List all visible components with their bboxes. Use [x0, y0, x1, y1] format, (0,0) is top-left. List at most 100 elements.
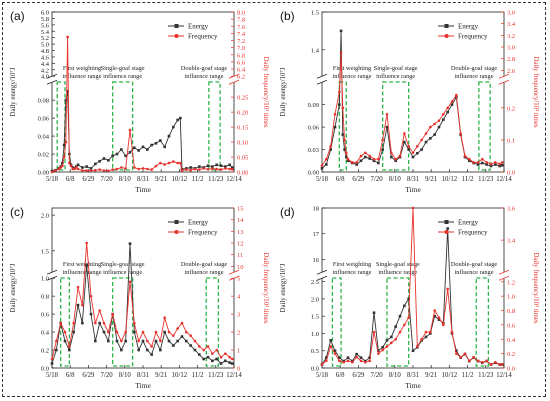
left-tick-label: 0.09	[308, 102, 319, 109]
axis-break-mark	[228, 269, 240, 275]
frequency-point	[442, 323, 445, 327]
frequency-point	[219, 168, 223, 171]
right-tick-label: 0.00	[237, 170, 248, 177]
annotation-label: Double-goaf stage	[451, 65, 498, 72]
energy-point	[381, 148, 384, 151]
frequency-point	[339, 51, 343, 55]
panel-label: (c)	[10, 205, 24, 219]
frequency-point	[329, 345, 332, 348]
frequency-point	[176, 161, 179, 165]
x-tick-label: 8/31	[407, 176, 419, 183]
right-tick-label: 0.05	[237, 155, 248, 162]
frequency-point	[167, 161, 171, 165]
x-tick-label: 11/23	[208, 372, 224, 379]
frequency-point	[102, 169, 106, 172]
series-line-frequency	[51, 36, 233, 173]
frequency-point	[320, 363, 324, 366]
energy-point	[390, 155, 393, 159]
right-tick-label: 3.4	[507, 21, 516, 28]
energy-point	[193, 348, 197, 352]
energy-point	[107, 339, 110, 343]
frequency-point	[463, 352, 467, 355]
energy-point	[403, 304, 406, 308]
energy-point	[202, 357, 205, 361]
frequency-point	[385, 112, 389, 116]
frequency-point	[403, 323, 406, 327]
energy-point	[446, 227, 449, 230]
frequency-point	[472, 161, 475, 164]
left-tick-label: 0.04	[38, 134, 50, 141]
annotation-label: Single-goaf stage	[101, 65, 145, 72]
left-tick-label: 5.4	[41, 29, 50, 36]
right-tick-label: 2.6	[507, 68, 516, 75]
frequency-point	[206, 345, 210, 348]
right-tick-label: 0	[237, 366, 240, 373]
frequency-point	[224, 167, 227, 170]
frequency-point	[89, 294, 93, 298]
right-tick-label: 3	[237, 312, 240, 319]
legend-label: Energy	[188, 219, 209, 227]
frequency-point	[450, 100, 454, 103]
energy-point	[394, 159, 397, 163]
energy-point	[167, 134, 171, 138]
energy-point	[368, 157, 371, 160]
chart-panel-0: 0.000.020.040.060.084.04.24.44.64.85.05.…	[10, 9, 269, 194]
influence-range-box	[478, 81, 491, 171]
frequency-point	[390, 341, 393, 345]
energy-point	[343, 148, 346, 151]
frequency-point	[450, 330, 454, 334]
frequency-point	[107, 169, 110, 173]
energy-point	[437, 125, 441, 129]
left-tick-label: 0.06	[38, 116, 50, 123]
frequency-point	[359, 154, 363, 158]
frequency-point	[66, 35, 69, 39]
right-tick-label: 0.0	[507, 170, 515, 177]
influence-range-box	[205, 277, 220, 367]
x-tick-label: 7/20	[101, 372, 114, 379]
energy-point	[403, 140, 406, 144]
right-tick-label: 0.8	[507, 308, 515, 315]
right-tick-label: 15	[237, 206, 244, 213]
left-tick-label: 2.0	[311, 296, 319, 303]
x-tick-label: 8/31	[137, 372, 149, 379]
energy-point	[50, 362, 54, 365]
energy-point	[185, 339, 188, 343]
frequency-point	[446, 106, 449, 110]
frequency-point	[189, 334, 192, 337]
frequency-point	[115, 167, 119, 171]
frequency-point	[146, 167, 149, 171]
y-axis-left-label: Daily energy/10⁷J	[280, 263, 287, 312]
left-tick-label: 1.5	[311, 314, 319, 321]
energy-point	[498, 164, 501, 168]
energy-point	[325, 163, 328, 166]
energy-point	[206, 164, 210, 168]
influence-range-box	[56, 81, 66, 171]
annotation-label: influence range	[455, 269, 494, 276]
frequency-point	[57, 167, 61, 171]
energy-point	[102, 330, 106, 334]
right-tick-label: 7.6	[237, 24, 246, 31]
energy-point	[107, 159, 110, 162]
left-tick-label: 0.00	[38, 170, 49, 177]
frequency-point	[381, 138, 384, 142]
influence-range-box	[338, 81, 347, 171]
frequency-point	[420, 337, 423, 341]
energy-point	[485, 163, 488, 166]
right-tick-label: 3.4	[507, 238, 516, 245]
legend-label: Frequency	[458, 33, 488, 41]
legend-label: Frequency	[188, 229, 218, 237]
x-tick-label: 8/31	[137, 176, 149, 183]
energy-point	[346, 356, 350, 359]
x-tick-label: 5/18	[316, 372, 329, 379]
frequency-point	[111, 168, 114, 171]
frequency-point	[89, 169, 93, 173]
frequency-point	[351, 360, 354, 364]
frequency-point	[228, 167, 231, 171]
axis-break-mark	[316, 79, 328, 85]
legend-label: Frequency	[458, 229, 488, 237]
x-tick-label: 11/2	[192, 176, 204, 183]
annotation-label: First weighting	[63, 261, 102, 268]
frequency-point	[69, 164, 73, 168]
frequency-point	[333, 112, 337, 116]
energy-point	[115, 339, 119, 343]
